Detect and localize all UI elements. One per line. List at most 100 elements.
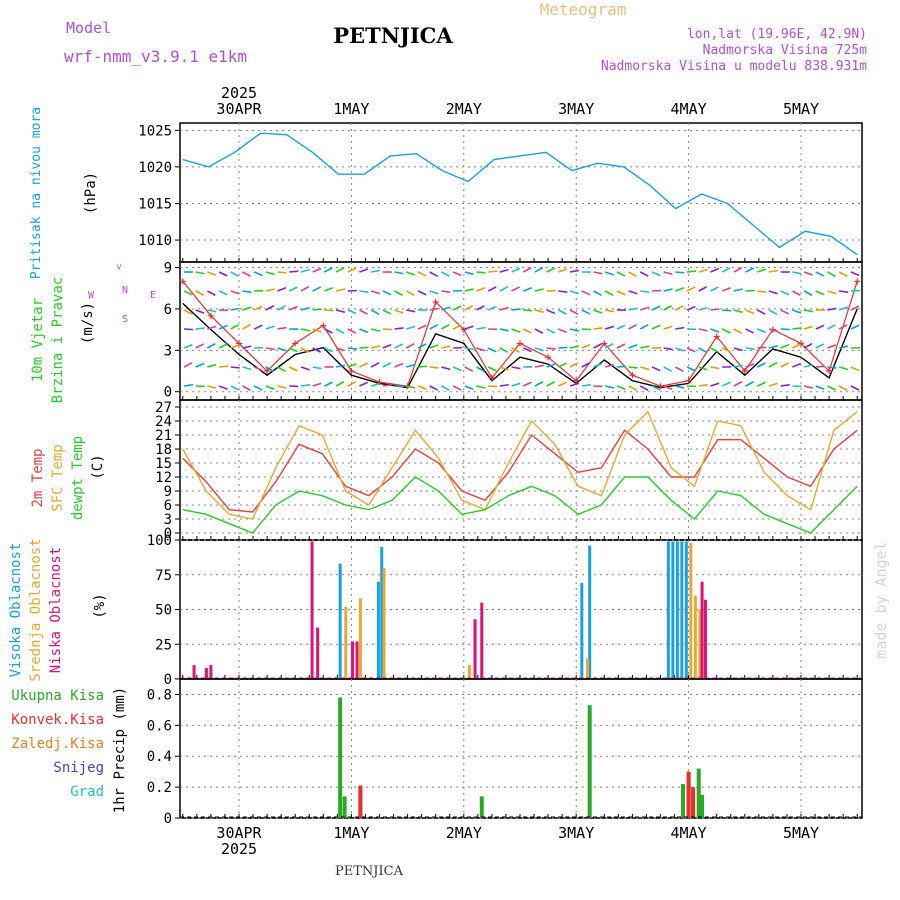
- wind-arrow: [370, 382, 381, 387]
- bar-high: [684, 541, 688, 679]
- bar-low: [473, 619, 477, 679]
- gust-marker: [460, 326, 467, 333]
- day-label-bottom: 1MAY: [333, 824, 369, 842]
- wind-arrow: [265, 288, 275, 292]
- wind-arrow: [698, 306, 708, 311]
- wind-arrow: [803, 325, 813, 330]
- wind-arrow: [441, 385, 450, 392]
- wind-arrow: [499, 383, 509, 387]
- bar-total: [696, 768, 701, 818]
- panel-frame: [179, 261, 863, 401]
- wind-arrow: [815, 324, 825, 330]
- wind-arrow: [558, 381, 567, 387]
- wind-arrow: [768, 361, 778, 368]
- wind-arrow: [569, 290, 579, 295]
- wind-arrow: [371, 269, 381, 273]
- y-tick-label: 6: [164, 498, 172, 514]
- y-tick-label: 1025: [138, 123, 172, 139]
- ylabel-wind-unit: (m/s): [80, 302, 96, 344]
- wind-arrow: [745, 309, 755, 315]
- ylabel-precip-unit: 1hr Precip (mm): [112, 687, 128, 813]
- wind-arrow: [371, 345, 381, 349]
- bar-high: [380, 546, 384, 679]
- wind-arrow: [195, 327, 205, 330]
- wind-arrow: [289, 270, 299, 273]
- day-label-top: 3MAY: [558, 100, 594, 118]
- wind-arrow: [628, 271, 637, 278]
- wind-arrow: [218, 385, 228, 390]
- wind-arrow: [593, 309, 603, 314]
- bar-mid: [693, 595, 697, 679]
- wind-arrow: [406, 385, 416, 389]
- wind-arrow: [277, 271, 287, 274]
- wind-arrow: [534, 328, 544, 335]
- wind-arrow: [838, 271, 848, 277]
- wind-arrow: [803, 364, 814, 368]
- wind-arrow: [569, 345, 580, 349]
- bar-low: [204, 667, 208, 679]
- wind-arrow: [324, 328, 333, 334]
- wind-arrow: [218, 343, 228, 349]
- wind-arrow: [406, 271, 416, 276]
- wind-arrow: [312, 267, 322, 273]
- wind-arrow: [464, 385, 474, 390]
- wind-arrow: [710, 308, 720, 311]
- wind-arrow: [335, 364, 346, 368]
- wind-arrow: [546, 267, 556, 273]
- wind-arrow: [616, 365, 626, 368]
- wind-arrow: [675, 287, 685, 292]
- wind-arrow: [639, 385, 649, 392]
- wind-arrow: [651, 366, 661, 372]
- y-tick-label: 1020: [138, 160, 172, 176]
- wind-arrow: [581, 290, 591, 296]
- bar-high: [338, 563, 342, 679]
- wind-arrow: [522, 267, 532, 273]
- wind-arrow: [359, 362, 368, 368]
- wind-arrow: [605, 363, 615, 368]
- wind-arrow: [686, 347, 696, 353]
- wind-arrow: [452, 385, 462, 391]
- wind-arrow: [277, 347, 287, 352]
- wind-arrow: [183, 343, 193, 349]
- wind-arrow: [207, 363, 217, 368]
- wind-arrow: [663, 325, 673, 330]
- wind-arrow: [792, 327, 802, 330]
- wind-arrow: [312, 286, 322, 292]
- wind-arrow: [733, 381, 743, 387]
- wind-arrow: [370, 290, 381, 295]
- wind-arrow: [429, 344, 439, 349]
- wind-arrow: [663, 385, 673, 390]
- wind-arrow: [616, 324, 626, 330]
- wind-arrow: [242, 306, 252, 311]
- wind-arrow: [242, 345, 252, 349]
- ylabel-pressure: Pritisak na nivou mora: [29, 107, 44, 279]
- wind-arrow: [324, 286, 334, 292]
- wind-arrow: [359, 268, 369, 273]
- wind-arrow: [452, 324, 462, 330]
- wind-arrow: [242, 290, 252, 294]
- watermark: made by Angel: [872, 541, 890, 658]
- day-label-bottom: 30APR: [216, 824, 262, 842]
- wind-arrow: [558, 328, 568, 334]
- wind-arrow: [593, 290, 602, 296]
- wind-arrow: [429, 307, 439, 311]
- panel-frame: [179, 122, 863, 263]
- wind-arrow: [827, 271, 836, 278]
- wind-arrow: [850, 324, 860, 330]
- y-tick-label: 100: [147, 533, 172, 549]
- ylabel-temp-unit: (C): [90, 454, 106, 479]
- wind-arrow: [522, 347, 532, 353]
- wind-arrow: [394, 343, 403, 349]
- wind-arrow: [687, 270, 697, 273]
- wind-arrow: [558, 290, 568, 294]
- wind-arrow: [710, 328, 720, 333]
- wind-arrow: [569, 309, 579, 316]
- wind-arrow: [745, 267, 755, 273]
- y-tick-label: 3: [164, 512, 172, 528]
- wind-arrow: [839, 345, 849, 349]
- bar-mid: [358, 598, 362, 679]
- bar-low: [316, 627, 320, 679]
- wind-arrow: [183, 328, 194, 331]
- wind-arrow: [721, 267, 731, 273]
- wind-arrow: [616, 271, 626, 277]
